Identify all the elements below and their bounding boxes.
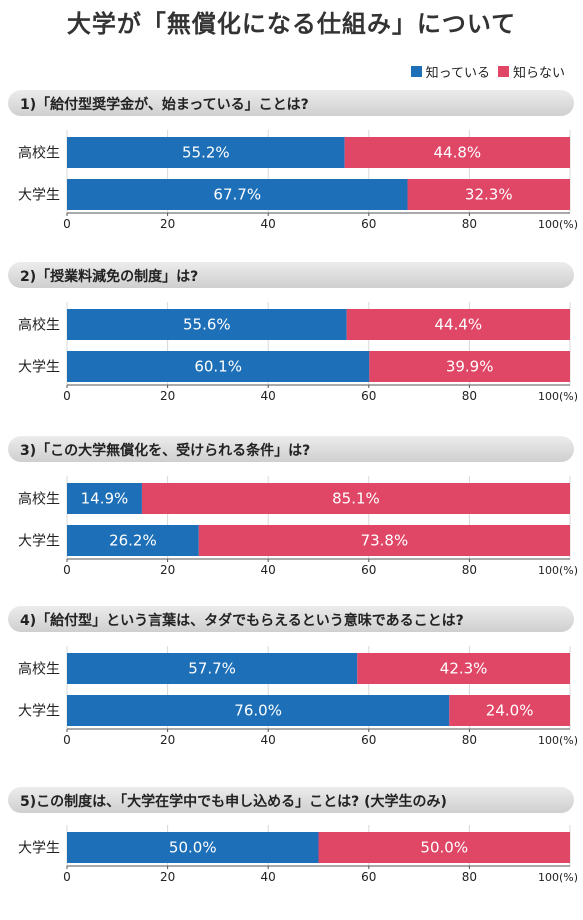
tick-label: 60 [361, 217, 376, 231]
axis-unit-label: 100(%) [538, 734, 578, 747]
chart-5: 大学生 50.0% 50.0% 0 20 40 60 80 100(%) [18, 825, 578, 884]
tick-label: 40 [261, 389, 276, 403]
axis-unit-label: 100(%) [538, 218, 578, 231]
data-label: 50.0% [420, 839, 468, 857]
question-header-5: 5)この制度は、「大学在学中でも申し込める」ことは? (大学生のみ) [8, 787, 574, 813]
data-label: 55.2% [182, 144, 230, 162]
category-label: 大学生 [18, 704, 60, 720]
tick-label: 80 [462, 733, 477, 747]
tick-label: 60 [361, 389, 376, 403]
data-label: 55.6% [183, 316, 231, 334]
tick-label: 20 [160, 870, 175, 884]
bar-unknown [369, 351, 570, 382]
legend-swatch-unknown [497, 66, 509, 77]
tick-label: 0 [63, 563, 71, 577]
tick-label: 80 [462, 217, 477, 231]
question-title-1: 1)「給付型奨学金が、始まっている」ことは? [20, 97, 309, 113]
data-label: 67.7% [213, 186, 261, 204]
question-title-3: 3)「この大学無償化を、受けられる条件」は? [20, 443, 311, 459]
tick-label: 80 [462, 563, 477, 577]
axis-unit-label: 100(%) [538, 871, 578, 884]
data-label: 76.0% [234, 702, 282, 720]
data-label: 26.2% [109, 532, 157, 550]
legend-label-unknown: 知らない [512, 66, 565, 81]
data-label: 42.3% [440, 660, 488, 678]
category-label: 高校生 [18, 145, 60, 162]
category-label: 大学生 [18, 534, 60, 550]
bar-unknown [407, 179, 570, 210]
tick-label: 40 [261, 563, 276, 577]
tick-label: 0 [63, 870, 71, 884]
bar-unknown [344, 137, 570, 168]
tick-label: 60 [361, 563, 376, 577]
bar-unknown [346, 309, 570, 340]
question-header-2: 2)「授業料減免の制度」は? [8, 262, 574, 288]
page-title: 大学が「無償化になる仕組み」について [66, 10, 517, 38]
tick-label: 20 [160, 563, 175, 577]
data-label: 50.0% [169, 839, 217, 857]
data-label: 39.9% [446, 358, 494, 376]
question-title-5: 5)この制度は、「大学在学中でも申し込める」ことは? (大学生のみ) [20, 794, 447, 810]
question-header-4: 4)「給付型」という言葉は、タダでもらえるという意味であることは? [8, 606, 574, 632]
tick-label: 40 [261, 870, 276, 884]
category-label: 大学生 [18, 188, 60, 204]
bar-unknown [318, 832, 570, 863]
data-label: 14.9% [81, 490, 129, 508]
category-label: 大学生 [18, 841, 60, 857]
chart-1: 高校生 55.2% 44.8% 大学生 67.7% 32.3% 0 20 40 60 80 100(%… [18, 130, 578, 231]
legend-label-known: 知っている [425, 66, 490, 81]
bar-known [67, 179, 408, 210]
bar-known [67, 653, 358, 684]
question-title-4: 4)「給付型」という言葉は、タダでもらえるという意味であることは? [20, 613, 464, 629]
bar-unknown [198, 525, 570, 556]
tick-label: 0 [63, 217, 71, 231]
data-label: 60.1% [194, 358, 242, 376]
tick-label: 40 [261, 733, 276, 747]
bar-known [67, 525, 199, 556]
axis-unit-label: 100(%) [538, 390, 578, 403]
data-label: 24.0% [486, 702, 534, 720]
tick-label: 20 [160, 217, 175, 231]
question-title-2: 2)「授業料減免の制度」は? [20, 269, 199, 285]
chart-4: 高校生 57.7% 42.3% 大学生 76.0% 24.0% 0 20 40 60 80 100(%… [18, 646, 578, 747]
tick-label: 80 [462, 389, 477, 403]
chart-2: 高校生 55.6% 44.4% 大学生 60.1% 39.9% 0 20 40 60 80 100(%… [18, 302, 578, 403]
question-header-3: 3)「この大学無償化を、受けられる条件」は? [8, 436, 574, 462]
category-label: 高校生 [18, 317, 60, 334]
question-header-1: 1)「給付型奨学金が、始まっている」ことは? [8, 90, 574, 116]
bar-known [67, 832, 319, 863]
bar-known [67, 351, 370, 382]
data-label: 44.4% [435, 316, 483, 334]
data-label: 32.3% [465, 186, 513, 204]
tick-label: 0 [63, 733, 71, 747]
data-label: 57.7% [188, 660, 236, 678]
tick-label: 0 [63, 389, 71, 403]
tick-label: 20 [160, 733, 175, 747]
data-label: 85.1% [332, 490, 380, 508]
tick-label: 60 [361, 870, 376, 884]
tick-label: 80 [462, 870, 477, 884]
data-label: 73.8% [361, 532, 409, 550]
bar-unknown [449, 695, 570, 726]
bar-unknown [357, 653, 570, 684]
chart-3: 高校生 14.9% 85.1% 大学生 26.2% 73.8% 0 20 40 60 80 100(%… [18, 476, 578, 577]
category-label: 高校生 [18, 491, 60, 508]
bar-known [67, 483, 142, 514]
legend: 知っている 知らない [410, 62, 569, 81]
tick-label: 40 [261, 217, 276, 231]
tick-label: 20 [160, 389, 175, 403]
data-label: 44.8% [433, 144, 481, 162]
category-label: 高校生 [18, 661, 60, 678]
legend-swatch-known [410, 66, 422, 77]
tick-label: 60 [361, 733, 376, 747]
bar-known [67, 137, 345, 168]
bar-unknown [141, 483, 570, 514]
axis-unit-label: 100(%) [538, 564, 578, 577]
category-label: 大学生 [18, 360, 60, 376]
bar-known [67, 309, 347, 340]
bar-known [67, 695, 450, 726]
